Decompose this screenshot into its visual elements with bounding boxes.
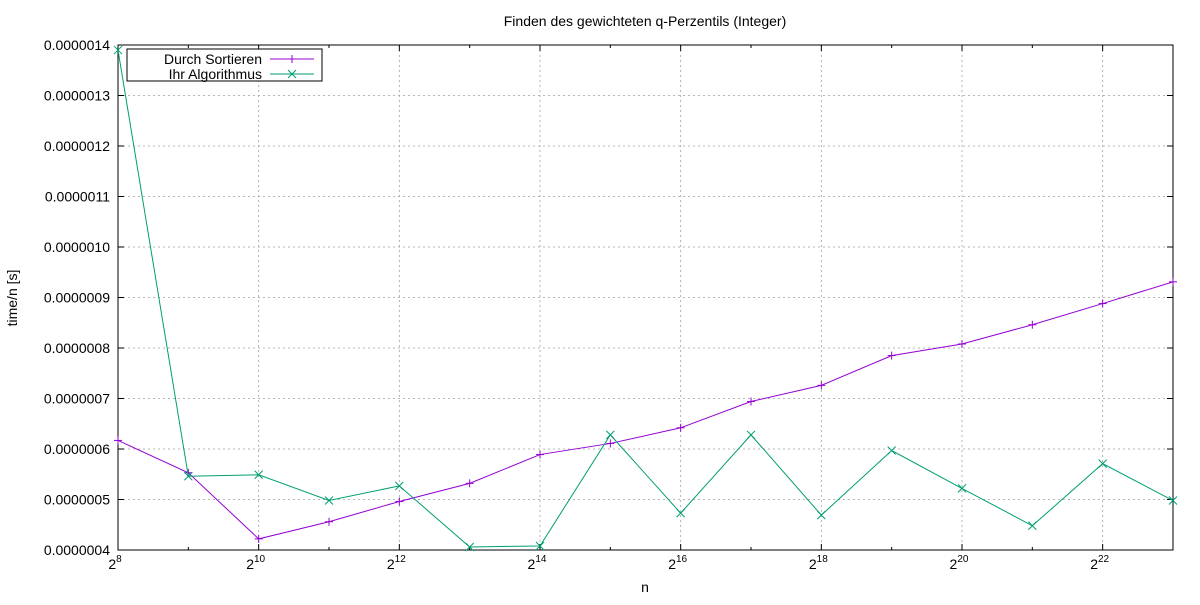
data-point bbox=[395, 497, 404, 506]
y-tick-label: 0.0000007 bbox=[44, 391, 110, 407]
x-tick-label: 222 bbox=[1090, 554, 1109, 572]
data-point bbox=[114, 436, 122, 445]
data-point bbox=[324, 496, 334, 505]
axes: 0.0000004 0.0000005 0.0000006 0.0000007 0.00… bbox=[44, 37, 1174, 572]
y-tick-label: 0.0000005 bbox=[44, 492, 110, 508]
data-point bbox=[747, 397, 755, 406]
x-tick-label: 214 bbox=[528, 554, 547, 572]
chart-title: Finden des gewichteten q-Perzentils (Int… bbox=[504, 13, 786, 29]
y-tick-label: 0.0000008 bbox=[44, 340, 110, 356]
legend-label: Ihr Algorithmus bbox=[169, 66, 262, 82]
data-point bbox=[1168, 496, 1178, 505]
x-tick-label: 212 bbox=[387, 554, 406, 572]
series-line bbox=[117, 281, 1174, 540]
data-point bbox=[746, 430, 756, 440]
y-tick-label: 0.0000013 bbox=[44, 88, 110, 104]
data-point bbox=[535, 541, 545, 551]
legend-box bbox=[126, 48, 323, 82]
series-line bbox=[117, 49, 1174, 548]
data-point bbox=[676, 423, 685, 432]
x-tick-label: 28 bbox=[108, 554, 122, 572]
data-point bbox=[1169, 277, 1177, 286]
x-axis-title: n bbox=[641, 579, 649, 595]
x-tick-label: 216 bbox=[668, 554, 687, 572]
legend-label: Durch Sortieren bbox=[164, 51, 262, 67]
data-point bbox=[325, 517, 333, 526]
series-durch-sortieren bbox=[114, 277, 1177, 543]
x-tick-label: 220 bbox=[950, 554, 969, 572]
y-tick-label: 0.0000009 bbox=[44, 290, 110, 306]
y-tick-label: 0.0000014 bbox=[44, 37, 110, 53]
data-point bbox=[887, 446, 897, 455]
plot-border bbox=[117, 44, 1174, 551]
data-point bbox=[113, 45, 123, 55]
x-tick-label: 210 bbox=[246, 554, 265, 572]
data-point bbox=[817, 381, 826, 390]
x-tick-label: 218 bbox=[809, 554, 828, 572]
y-tick-label: 0.0000011 bbox=[45, 189, 110, 205]
y-tick-label: 0.0000006 bbox=[44, 441, 110, 457]
data-point bbox=[1098, 299, 1107, 308]
data-point bbox=[1028, 320, 1037, 329]
data-point bbox=[606, 439, 615, 448]
data-point bbox=[958, 339, 966, 348]
y-tick-label: 0.0000010 bbox=[44, 239, 110, 255]
legend-marker bbox=[287, 69, 297, 79]
data-point bbox=[183, 471, 193, 481]
grid-lines bbox=[118, 45, 1173, 550]
data-point bbox=[465, 479, 474, 488]
data-point bbox=[394, 481, 404, 491]
data-point bbox=[676, 508, 686, 518]
data-point bbox=[465, 542, 475, 552]
y-tick-label: 0.0000004 bbox=[44, 542, 110, 558]
y-axis-title: time/n [s] bbox=[4, 270, 20, 327]
series-ihr-algorithmus bbox=[113, 45, 1178, 552]
data-point bbox=[816, 510, 826, 520]
data-point bbox=[254, 470, 264, 480]
data-point bbox=[1027, 521, 1037, 531]
data-point bbox=[254, 534, 263, 543]
data-point bbox=[605, 430, 615, 440]
data-point bbox=[536, 450, 544, 459]
legend-marker bbox=[288, 55, 296, 63]
data-point bbox=[1098, 459, 1108, 468]
y-tick-label: 0.0000012 bbox=[44, 138, 110, 154]
data-point bbox=[887, 351, 896, 360]
data-point bbox=[957, 484, 967, 493]
series-group bbox=[113, 45, 1178, 552]
